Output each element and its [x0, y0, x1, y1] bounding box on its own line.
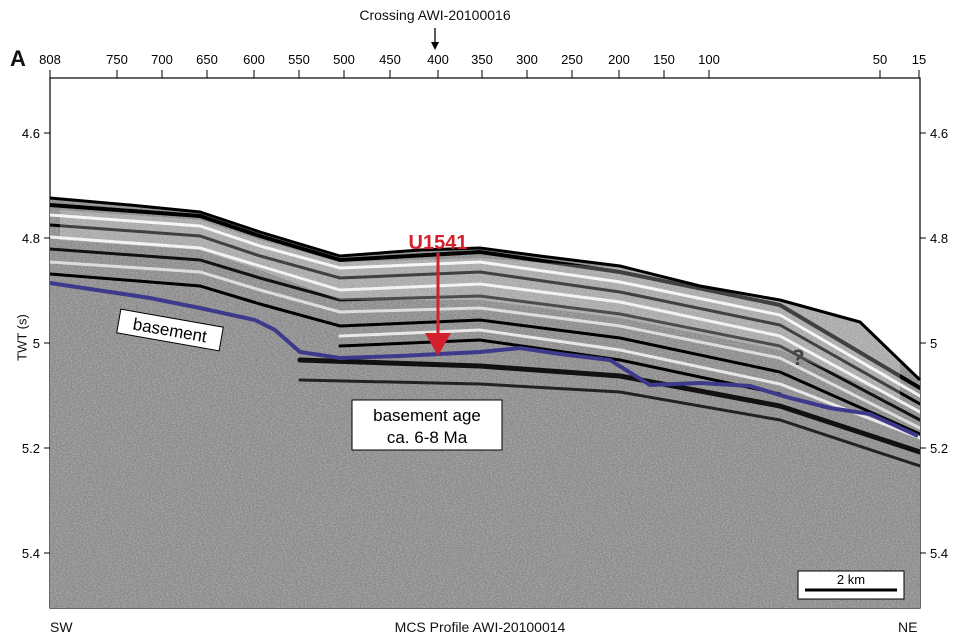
left-tick-label: 5.2 [22, 441, 40, 456]
uncertain-marker: ? [791, 345, 804, 370]
right-tick-label: 5.2 [930, 441, 948, 456]
site-label: U1541 [409, 232, 468, 254]
top-tick-label: 700 [151, 52, 173, 67]
sediment-reflectors [50, 203, 920, 468]
right-tick-label: 4.8 [930, 231, 948, 246]
top-tick-label: 650 [196, 52, 218, 67]
top-tick-label: 750 [106, 52, 128, 67]
seismic-reflection-data [50, 198, 920, 608]
top-axis-ticks: 808 750 700 650 600 550 500 450 400 350 300 250 200 1… [39, 52, 926, 78]
top-tick-label: 450 [379, 52, 401, 67]
basement-label-box [116, 308, 224, 352]
top-tick-label: 808 [39, 52, 61, 67]
left-tick-label: 4.6 [22, 126, 40, 141]
crossing-label: Crossing AWI-20100016 [359, 7, 511, 23]
y-axis-label: TWT (s) [14, 314, 30, 361]
scale-bar [797, 570, 905, 600]
basement-age-line1: basement age [373, 406, 481, 425]
direction-ne-label: NE [898, 619, 918, 635]
left-tick-label: 5.4 [22, 546, 40, 561]
top-tick-label: 15 [912, 52, 926, 67]
top-tick-label: 350 [471, 52, 493, 67]
basement-line [49, 281, 919, 438]
top-tick-label: 100 [698, 52, 720, 67]
top-tick-label: 300 [516, 52, 538, 67]
scale-bar-label: 2 km [837, 572, 865, 587]
top-tick-label: 400 [427, 52, 449, 67]
top-tick-label: 550 [288, 52, 310, 67]
left-tick-label: 4.8 [22, 231, 40, 246]
panel-letter: A [10, 46, 26, 71]
seafloor-reflector [49, 196, 922, 382]
basement-age-line2: ca. 6-8 Ma [387, 428, 468, 447]
top-tick-label: 600 [243, 52, 265, 67]
right-axis-ticks: 4.6 4.8 5 5.2 5.4 [920, 126, 948, 561]
profile-title: MCS Profile AWI-20100014 [394, 619, 566, 635]
right-tick-label: 5 [930, 336, 937, 351]
right-tick-label: 5.4 [930, 546, 948, 561]
left-tick-label: 5 [33, 336, 40, 351]
top-tick-label: 500 [333, 52, 355, 67]
top-tick-label: 150 [653, 52, 675, 67]
right-tick-label: 4.6 [930, 126, 948, 141]
top-tick-label: 250 [561, 52, 583, 67]
top-tick-label: 200 [608, 52, 630, 67]
crossing-arrow [431, 28, 439, 50]
top-tick-label: 50 [873, 52, 887, 67]
site-marker [425, 253, 451, 356]
left-axis-ticks: 4.6 4.8 5 5.2 5.4 [22, 126, 50, 561]
basement-age-box [351, 399, 503, 451]
direction-sw-label: SW [50, 619, 73, 635]
